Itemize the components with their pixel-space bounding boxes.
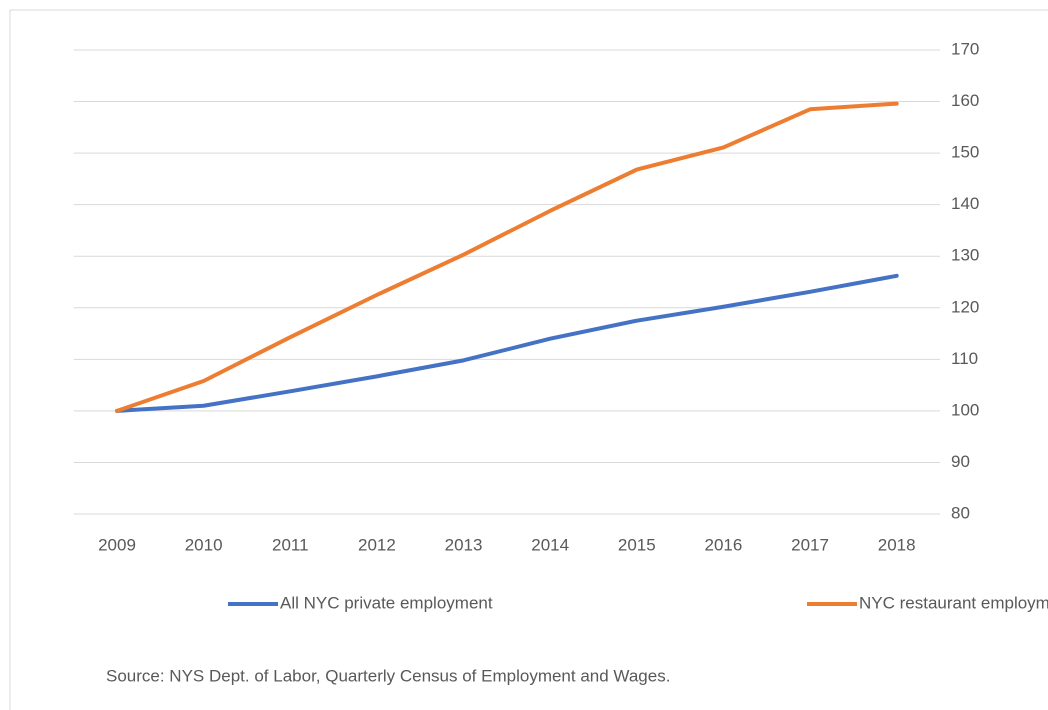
x-tick-label: 2018	[878, 535, 916, 554]
y-tick-label: 110	[951, 349, 978, 368]
x-tick-label: 2016	[705, 535, 743, 554]
x-tick-label: 2013	[445, 535, 483, 554]
x-tick-label: 2015	[618, 535, 656, 554]
y-tick-label: 170	[951, 39, 979, 58]
y-tick-label: 100	[951, 400, 979, 419]
source-note: Source: NYS Dept. of Labor, Quarterly Ce…	[106, 666, 670, 685]
x-tick-label: 2009	[98, 535, 136, 554]
legend-label: NYC restaurant employment	[859, 593, 1048, 612]
series-line	[115, 273, 899, 413]
y-tick-label: 80	[951, 503, 970, 522]
y-tick-label: 120	[951, 297, 979, 316]
y-tick-label: 130	[951, 246, 979, 265]
y-tick-label: 160	[951, 91, 979, 110]
y-tick-label: 140	[951, 194, 979, 213]
x-tick-label: 2014	[531, 535, 569, 554]
y-tick-label: 150	[951, 143, 979, 162]
x-tick-label: 2012	[358, 535, 396, 554]
x-tick-label: 2017	[791, 535, 829, 554]
x-tick-label: 2010	[185, 535, 223, 554]
x-tick-label: 2011	[272, 535, 309, 554]
y-tick-label: 90	[951, 452, 970, 471]
series-line	[115, 101, 899, 413]
legend-label: All NYC private employment	[280, 593, 493, 612]
